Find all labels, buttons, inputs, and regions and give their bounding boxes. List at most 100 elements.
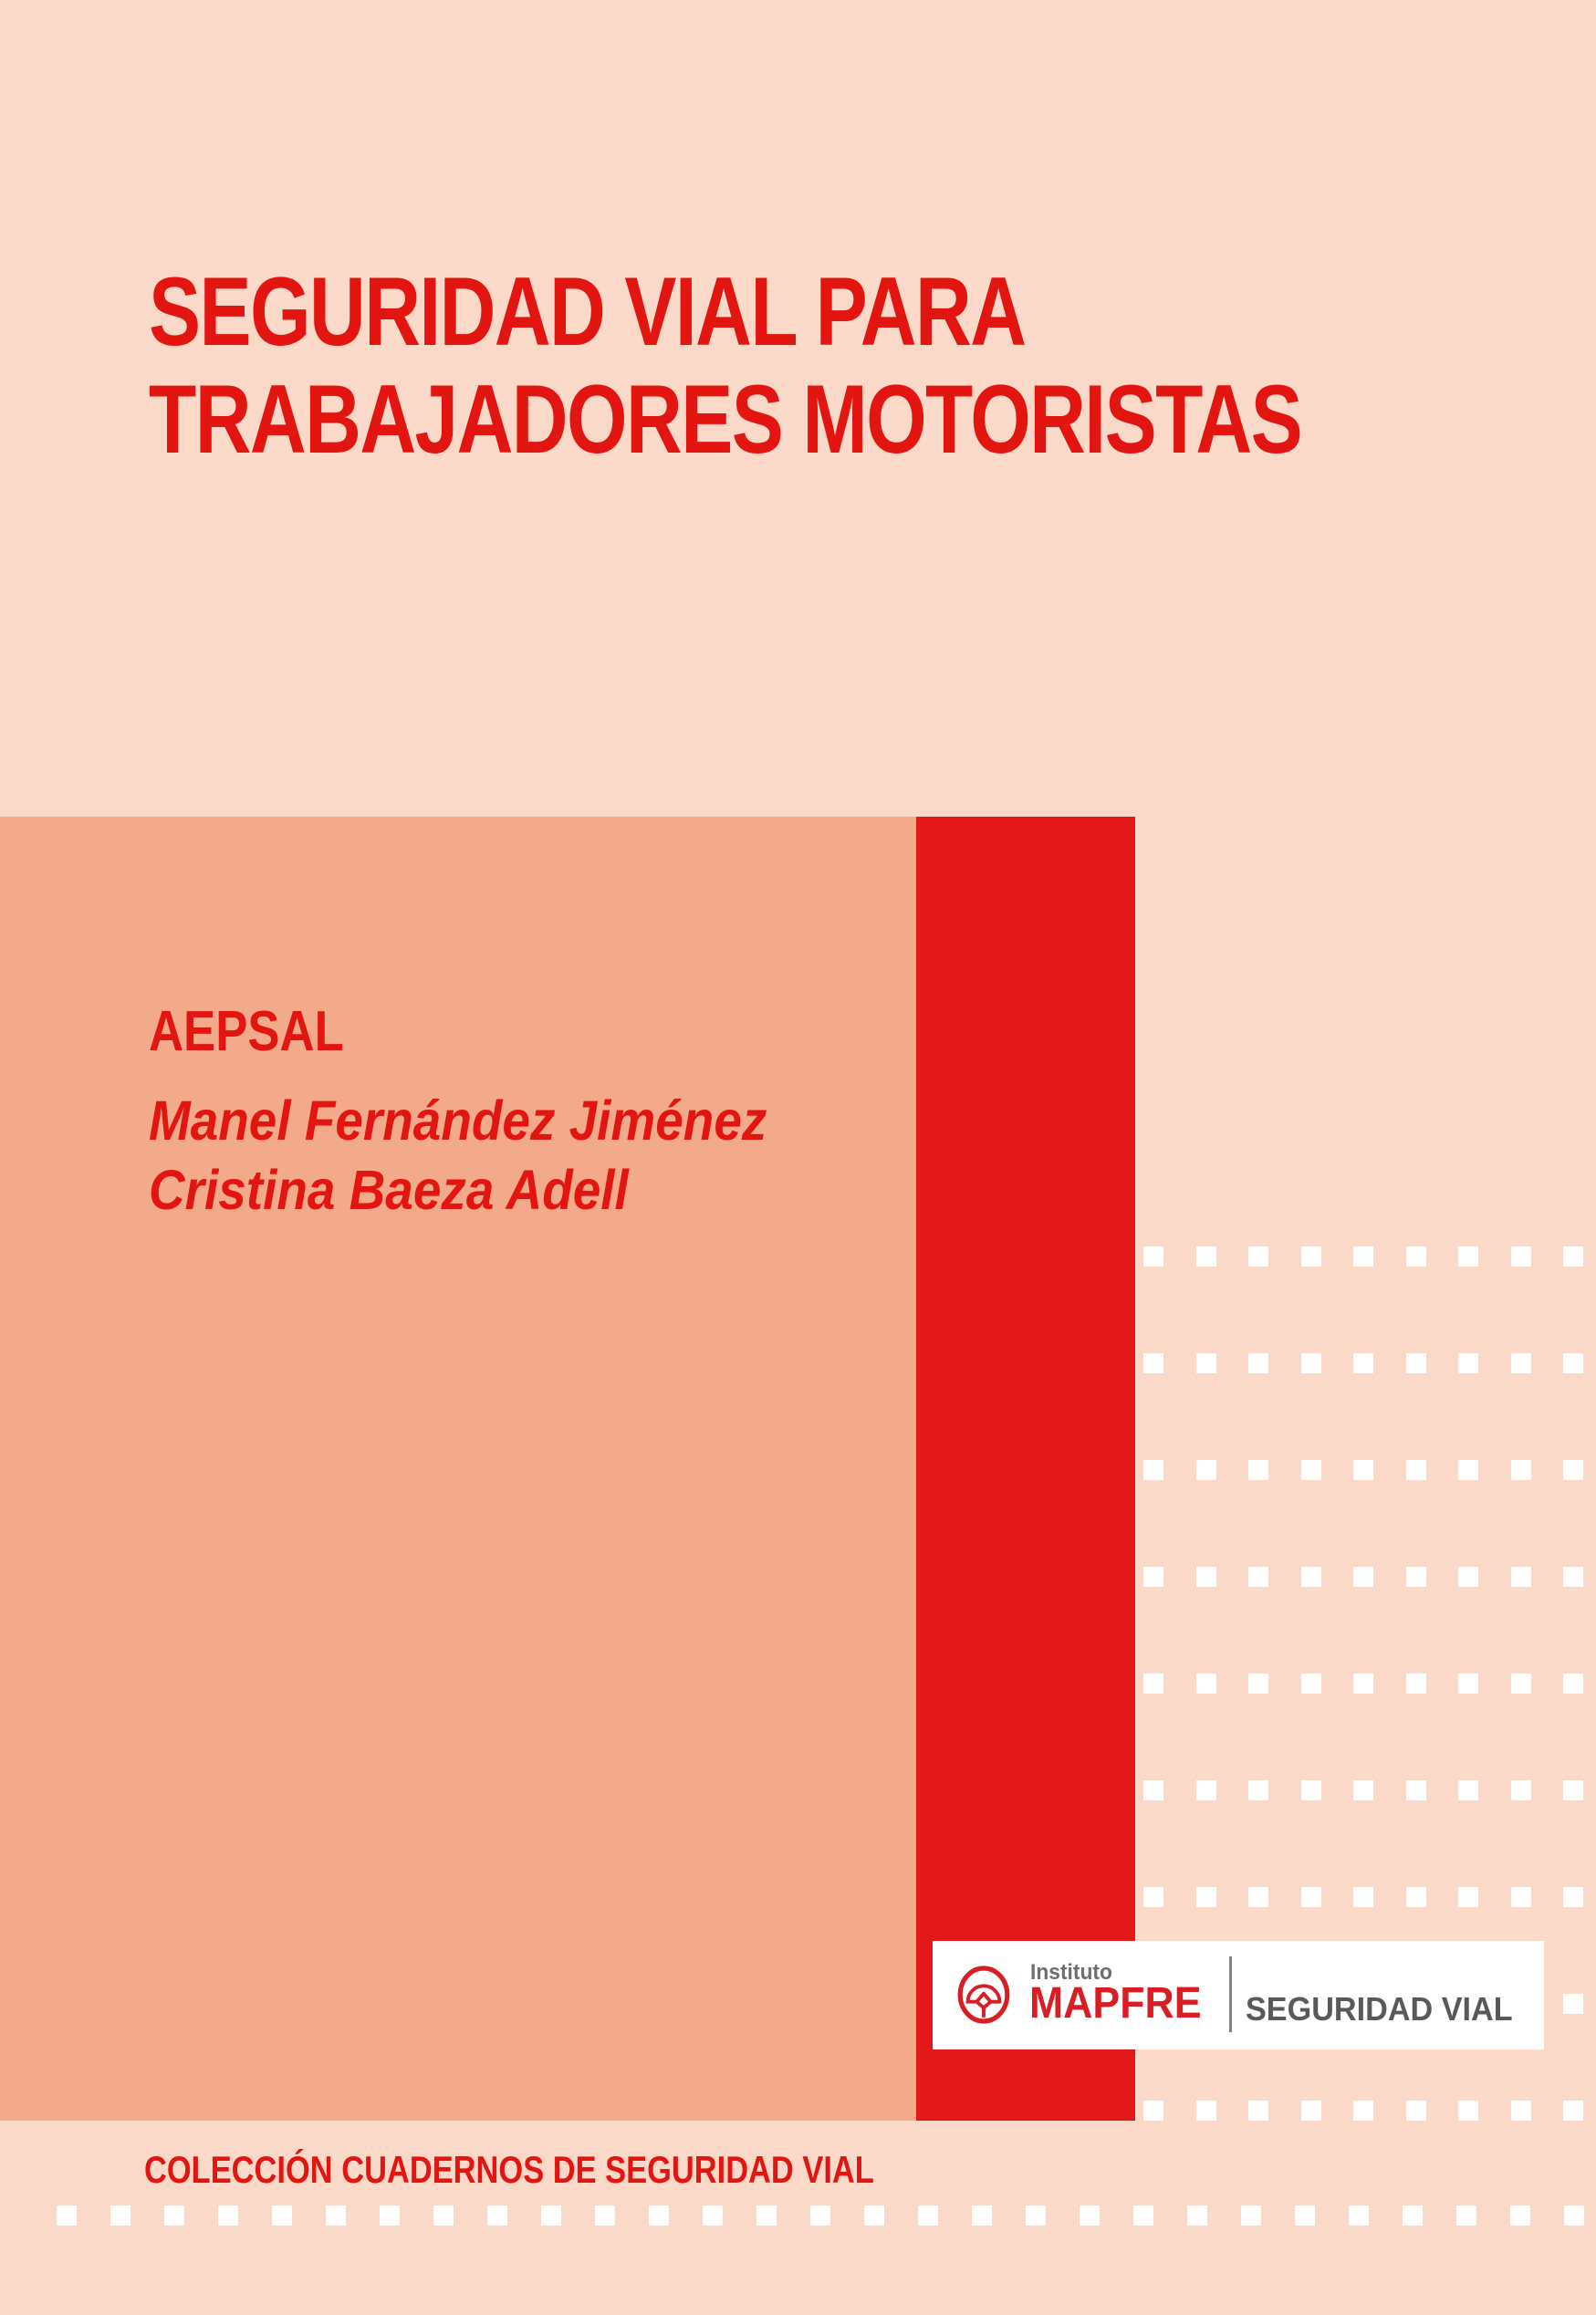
pattern-dot [487, 2206, 507, 2226]
dot-pattern-footer-row [57, 2206, 1584, 2226]
badge-divider [1229, 1956, 1232, 2032]
division-label: SEGURIDAD VIAL [1246, 1990, 1513, 2028]
pattern-dot [1510, 2101, 1531, 2121]
pattern-dot [1195, 1246, 1216, 1267]
cover-title: SEGURIDAD VIAL PARA TRABAJADORES MOTORIS… [149, 256, 1303, 474]
pattern-dot [1143, 1246, 1163, 1267]
pattern-dot [1300, 1887, 1321, 1907]
pattern-dot [1510, 1780, 1531, 1800]
pattern-dot [1458, 1567, 1478, 1587]
pattern-dot [110, 2206, 130, 2226]
pattern-dot [1195, 1567, 1216, 1587]
pattern-dot [1248, 1460, 1268, 1480]
pattern-dot [595, 2206, 615, 2226]
pattern-dot [57, 2206, 77, 2226]
pattern-dot [1405, 1353, 1426, 1373]
pattern-dot [1563, 1887, 1583, 1907]
pattern-dot [1353, 1246, 1373, 1267]
pattern-dot [1456, 2206, 1476, 2226]
pattern-dot [1563, 2101, 1583, 2121]
cover-title-line1: SEGURIDAD VIAL PARA [149, 256, 1027, 366]
pattern-dot [1458, 1780, 1478, 1800]
pattern-dot [218, 2206, 238, 2226]
pattern-dot [1195, 1674, 1216, 1694]
pattern-dot [1563, 1674, 1583, 1694]
pattern-dot [1026, 2206, 1046, 2226]
pattern-dot [1295, 2206, 1315, 2226]
pattern-dot [649, 2206, 669, 2226]
pattern-dot [1563, 1246, 1583, 1267]
pattern-dot [1143, 1674, 1163, 1694]
pattern-dot [1143, 1353, 1163, 1373]
pattern-dot [1353, 1353, 1373, 1373]
pattern-dot [1195, 1460, 1216, 1480]
pattern-dot [1248, 1674, 1268, 1694]
pattern-dot [1353, 1674, 1373, 1694]
pattern-dot [1248, 1246, 1268, 1267]
pattern-dot [1405, 1887, 1426, 1907]
pattern-dot [326, 2206, 346, 2226]
pattern-dot [1300, 1460, 1321, 1480]
pattern-dot [1300, 2101, 1321, 2121]
pattern-dot [1458, 1460, 1478, 1480]
pattern-dot [1563, 1567, 1583, 1587]
pattern-dot [1458, 1353, 1478, 1373]
pattern-dot [1300, 1780, 1321, 1800]
pattern-dot [1353, 2101, 1373, 2121]
mapfre-umbrella-icon [957, 1965, 1010, 2029]
pattern-dot [1143, 1887, 1163, 1907]
pattern-dot [1143, 1460, 1163, 1480]
author-names: Manel Fernández Jiménez Cristina Baeza A… [149, 1086, 767, 1225]
pattern-dot [918, 2206, 938, 2226]
pattern-dot [1405, 2101, 1426, 2121]
pattern-dot [1405, 1780, 1426, 1800]
pattern-dot [1300, 1353, 1321, 1373]
pattern-dot [1195, 2101, 1216, 2121]
dot-pattern-grid [1143, 1246, 1583, 2121]
pattern-dot [1248, 1567, 1268, 1587]
pattern-dot [1458, 1246, 1478, 1267]
pattern-dot [541, 2206, 561, 2226]
pattern-dot [1510, 1246, 1531, 1267]
pattern-dot [1241, 2206, 1261, 2226]
pattern-dot [1349, 2206, 1369, 2226]
pattern-dot [1458, 2101, 1478, 2121]
pattern-dot [1564, 2206, 1584, 2226]
pattern-dot [1563, 1353, 1583, 1373]
pattern-dot [1458, 1674, 1478, 1694]
pattern-dot [1300, 1674, 1321, 1694]
pattern-dot [1248, 1353, 1268, 1373]
pattern-dot [1143, 1780, 1163, 1800]
pattern-dot [1510, 1353, 1531, 1373]
pattern-dot [1510, 1887, 1531, 1907]
pattern-dot [1248, 1887, 1268, 1907]
pattern-dot [703, 2206, 723, 2226]
cover-title-line2: TRABAJADORES MOTORISTAS [149, 364, 1303, 474]
pattern-dot [1510, 1567, 1531, 1587]
collection-label: COLECCIÓN CUADERNOS DE SEGURIDAD VIAL [144, 2148, 874, 2191]
pattern-dot [1143, 1567, 1163, 1587]
pattern-dot [1195, 1887, 1216, 1907]
pattern-dot [756, 2206, 777, 2226]
pattern-dot [1405, 1246, 1426, 1267]
author-2: Cristina Baeza Adell [149, 1159, 629, 1221]
organization-name: AEPSAL [149, 1000, 344, 1063]
pattern-dot [1510, 1674, 1531, 1694]
pattern-dot [1403, 2206, 1423, 2226]
pattern-dot [864, 2206, 884, 2226]
pattern-dot [1195, 1780, 1216, 1800]
pattern-dot [164, 2206, 184, 2226]
publisher-badge: Instituto MAPFRE SEGURIDAD VIAL [933, 1941, 1544, 2049]
pattern-dot [1405, 1460, 1426, 1480]
pattern-dot [1353, 1567, 1373, 1587]
mapfre-brand: MAPFRE [1029, 1979, 1202, 2028]
pattern-dot [433, 2206, 454, 2226]
pattern-dot [1405, 1567, 1426, 1587]
pattern-dot [1248, 2101, 1268, 2121]
pattern-dot [1563, 1780, 1583, 1800]
pattern-dot [1133, 2206, 1153, 2226]
pattern-dot [1300, 1246, 1321, 1267]
pattern-dot [380, 2206, 400, 2226]
red-vertical-stripe [916, 817, 1135, 2121]
